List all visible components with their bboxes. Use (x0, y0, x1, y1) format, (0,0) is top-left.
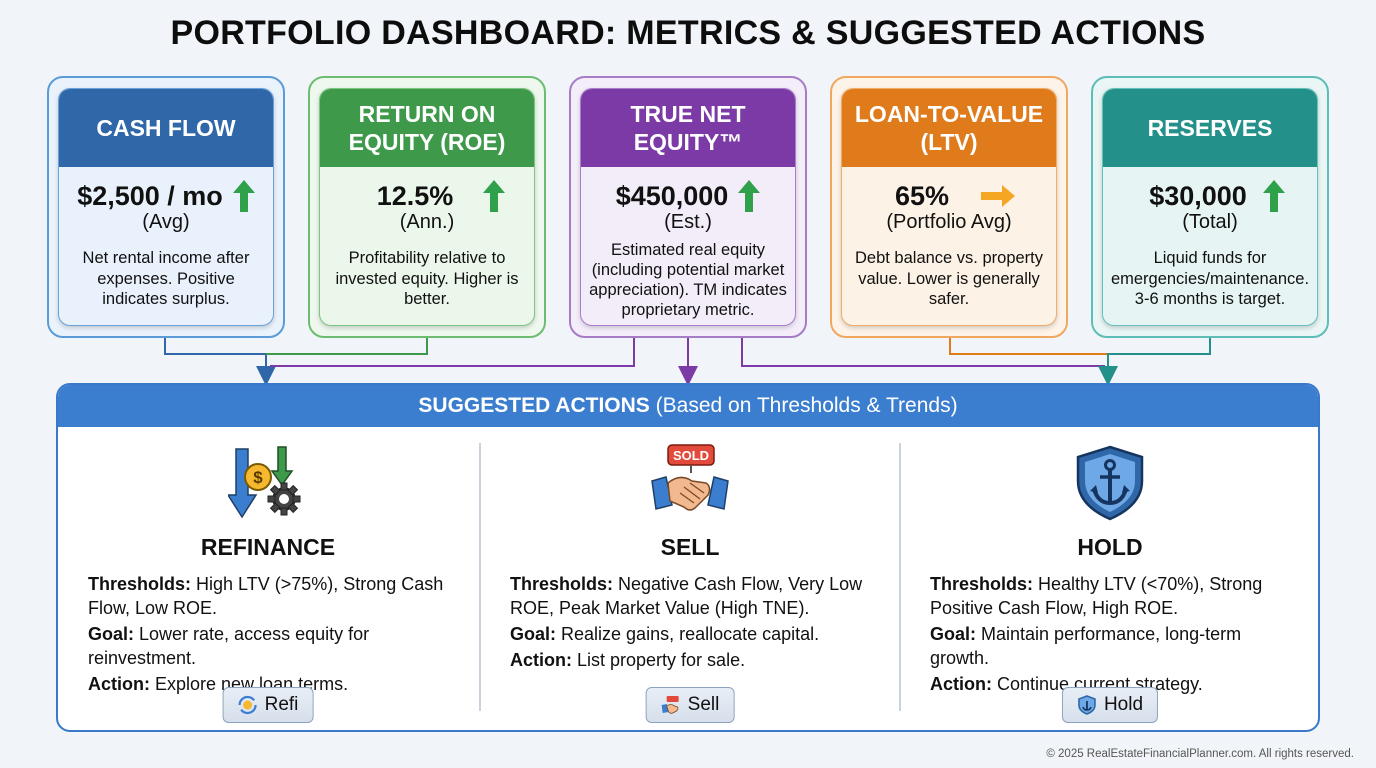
goal-label: Goal: (930, 624, 977, 644)
metric-description: Debt balance vs. property value. Lower i… (854, 249, 1044, 308)
trend-up-icon (738, 180, 761, 212)
connector-roe (266, 338, 428, 355)
handshake-icon (661, 696, 679, 714)
refi-button-label: Refi (264, 694, 299, 715)
action-label: Action: (88, 674, 150, 694)
metric-value: 12.5% (376, 180, 454, 211)
thresholds-text: Negative Cash Flow, Very Low ROE, Peak M… (510, 574, 863, 618)
metric-card-tne: TRUE NET EQUITY™ $450,000 (Est.) Estimat… (569, 76, 807, 338)
action-hold: HOLD Thresholds: Healthy LTV (<70%), Str… (900, 427, 1318, 730)
hold-button[interactable]: Hold (1061, 687, 1159, 723)
suggested-actions-title: SUGGESTED ACTIONS (418, 394, 650, 417)
metric-description: Estimated real equity (including potenti… (589, 241, 787, 319)
thresholds-text: Healthy LTV (<70%), Strong Positive Cash… (930, 574, 1263, 618)
metric-title: CASH FLOW (59, 89, 273, 167)
trend-up-icon (232, 180, 255, 212)
sold-sign-text: SOLD (673, 448, 709, 463)
metric-value: $30,000 (1149, 180, 1247, 211)
page-title: PORTFOLIO DASHBOARD: METRICS & SUGGESTED… (170, 14, 1206, 52)
metric-title: RETURN ON EQUITY (ROE) (320, 89, 534, 167)
metric-value: 65% (894, 180, 950, 211)
metric-description: Profitability relative to invested equit… (335, 249, 519, 308)
metric-description: Liquid funds for emergencies/maintenance… (1110, 249, 1310, 308)
metric-card-cash-flow: CASH FLOW $2,500 / mo (Avg) Net rental i… (47, 76, 285, 338)
metric-description: Net rental income after expenses. Positi… (82, 249, 250, 308)
refresh-dollar-icon (238, 695, 257, 715)
connector-ltv (949, 338, 1108, 355)
refinance-icon: $ (228, 446, 301, 519)
metric-card-ltv: LOAN-TO-VALUE (LTV) 65% (Portfolio Avg) … (830, 76, 1068, 338)
connector-reserves (1098, 338, 1211, 386)
sell-button-label: Sell (687, 694, 720, 715)
action-title: REFINANCE (200, 534, 336, 560)
hold-button-label: Hold (1103, 694, 1144, 715)
metric-title: RESERVES (1103, 89, 1317, 167)
goal-text: Lower rate, access equity for reinvestme… (88, 624, 370, 668)
metric-card-reserves: RESERVES $30,000 (Total) Liquid funds fo… (1091, 76, 1329, 338)
action-title: SELL (660, 534, 720, 560)
metric-sub: (Ann.) (399, 211, 455, 233)
trend-up-icon (483, 180, 506, 212)
metric-title: TRUE NET EQUITY™ (581, 89, 795, 167)
thresholds-text: High LTV (>75%), Strong Cash Flow, Low R… (88, 574, 444, 618)
connector-tne-right (741, 338, 1105, 367)
goal-text: Maintain performance, long-term growth. (930, 624, 1242, 668)
trend-right-icon (981, 185, 1016, 207)
metric-sub: (Avg) (142, 211, 190, 233)
refi-button[interactable]: Refi (222, 687, 314, 723)
action-details: Thresholds: Negative Cash Flow, Very Low… (510, 572, 884, 672)
metric-value: $450,000 (615, 180, 729, 211)
goal-label: Goal: (88, 624, 135, 644)
action-text: List property for sale. (572, 650, 746, 670)
action-label: Action: (930, 674, 992, 694)
thresholds-label: Thresholds: (88, 574, 192, 594)
connector-cash-flow (164, 338, 276, 386)
copyright-footer: © 2025 RealEstateFinancialPlanner.com. A… (1046, 748, 1354, 760)
thresholds-label: Thresholds: (930, 574, 1034, 594)
column-divider (479, 443, 481, 711)
column-divider (899, 443, 901, 711)
metric-title: LOAN-TO-VALUE (LTV) (842, 89, 1056, 167)
suggested-actions-panel: SUGGESTED ACTIONS (Based on Thresholds &… (56, 383, 1320, 732)
sell-button[interactable]: Sell (645, 687, 735, 723)
action-refinance: $ REFINANCE Thresholds: High LTV (>75%),… (58, 427, 478, 730)
action-label: Action: (510, 650, 572, 670)
action-details: Thresholds: High LTV (>75%), Strong Cash… (88, 572, 462, 696)
metric-sub: (Total) (1182, 211, 1238, 233)
metric-sub: (Portfolio Avg) (886, 211, 1012, 233)
connector-tne-left (270, 338, 635, 367)
suggested-actions-header: SUGGESTED ACTIONS (Based on Thresholds &… (58, 385, 1318, 427)
anchor-shield-icon (1078, 695, 1096, 715)
metric-card-roe: RETURN ON EQUITY (ROE) 12.5% (Ann.) Prof… (308, 76, 546, 338)
anchor-shield-icon (1076, 445, 1144, 521)
action-title: HOLD (1077, 534, 1143, 560)
metric-sub: (Est.) (664, 211, 712, 233)
action-sell: SOLD SELL Thresholds: Negative Cash Flow… (480, 427, 900, 730)
svg-text:$: $ (253, 468, 263, 487)
metric-value: $2,500 / mo (77, 180, 223, 211)
action-details: Thresholds: Healthy LTV (<70%), Strong P… (930, 572, 1304, 696)
goal-text: Realize gains, reallocate capital. (556, 624, 820, 644)
trend-up-icon (1262, 180, 1285, 212)
thresholds-label: Thresholds: (510, 574, 614, 594)
suggested-actions-subtitle: (Based on Thresholds & Trends) (649, 394, 958, 417)
goal-label: Goal: (510, 624, 557, 644)
handshake-sold-icon: SOLD (651, 444, 729, 511)
